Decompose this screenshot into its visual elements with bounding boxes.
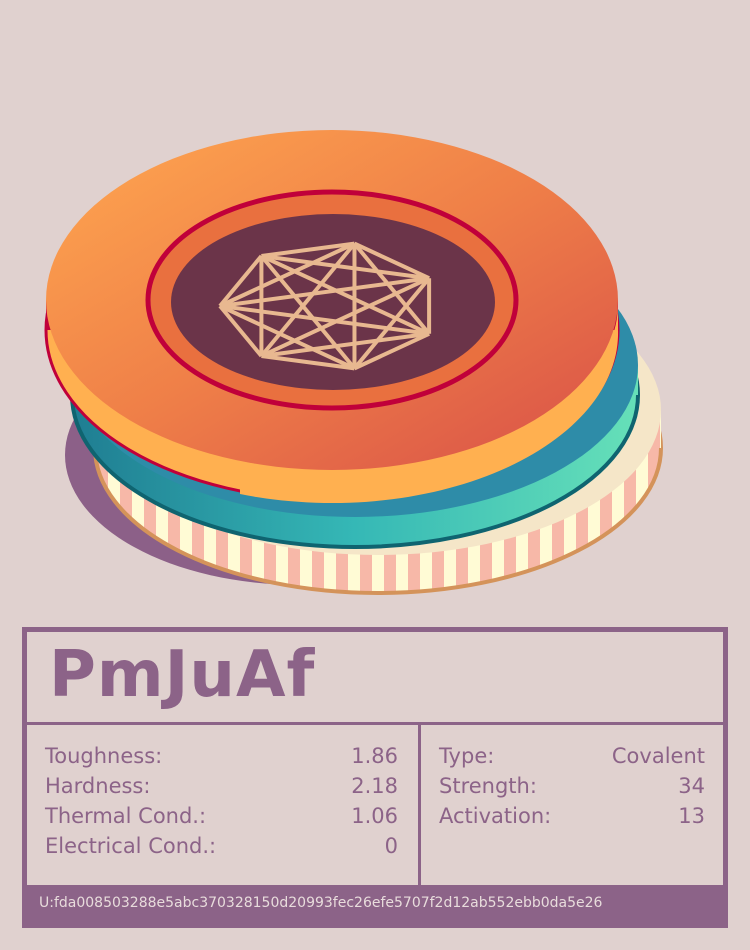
properties-left: Toughness: 1.86 Hardness: 2.18 Thermal Con… xyxy=(27,725,421,889)
emblem-edge xyxy=(260,276,430,358)
emblem-edge xyxy=(261,241,355,258)
emblem-edge xyxy=(353,241,430,281)
emblem-edge xyxy=(353,331,430,371)
emblem-edge xyxy=(218,304,263,358)
emblem-edge xyxy=(261,253,430,281)
emblem-edge xyxy=(219,304,430,336)
top-coin xyxy=(44,130,620,504)
emblem-edge xyxy=(218,254,263,308)
property-row: Electrical Cond.: 0 xyxy=(45,834,398,864)
property-label: Hardness: xyxy=(45,774,151,798)
coin-stack-illustration xyxy=(44,130,663,595)
property-row: Strength: 34 xyxy=(439,774,705,804)
property-value: 34 xyxy=(678,774,705,798)
property-label: Type: xyxy=(439,744,495,768)
property-row: Activation: 13 xyxy=(439,804,705,834)
property-label: Thermal Cond.: xyxy=(45,804,207,828)
property-label: Activation: xyxy=(439,804,552,828)
emblem-edge xyxy=(261,331,430,359)
emblem-edge xyxy=(261,354,355,371)
property-row: Toughness: 1.86 xyxy=(45,744,398,774)
property-label: Electrical Cond.: xyxy=(45,834,217,858)
emblem-edge xyxy=(219,304,356,371)
emblem-edge xyxy=(260,254,430,336)
uid-text: U:fda008503288e5abc370328150d20993fec26e… xyxy=(39,895,603,911)
uid-footer: U:fda008503288e5abc370328150d20993fec26e… xyxy=(27,885,723,923)
property-row: Thermal Cond.: 1.06 xyxy=(45,804,398,834)
emblem-edge xyxy=(259,254,357,370)
emblem-edge xyxy=(219,241,356,308)
emblem-edge xyxy=(352,276,431,370)
card-title-area: PmJuAf xyxy=(27,632,723,725)
property-value: 1.86 xyxy=(351,744,398,768)
property-value: 13 xyxy=(678,804,705,828)
material-card: PmJuAf Toughness: 1.86 Hardness: 2.18 Ther… xyxy=(22,627,728,928)
material-name: PmJuAf xyxy=(49,638,316,712)
property-label: Strength: xyxy=(439,774,537,798)
property-row: Type: Covalent xyxy=(439,744,705,774)
emblem-edge xyxy=(259,242,357,358)
property-value: 2.18 xyxy=(351,774,398,798)
emblem-edge xyxy=(219,276,430,308)
heptagon-complete-graph-icon xyxy=(218,241,432,371)
properties-right: Type: Covalent Strength: 34 Activation: 13 xyxy=(421,725,723,889)
property-value: 1.06 xyxy=(351,804,398,828)
property-value: 0 xyxy=(384,834,398,858)
property-value: Covalent xyxy=(611,744,705,768)
property-row: Hardness: 2.18 xyxy=(45,774,398,804)
property-label: Toughness: xyxy=(45,744,163,768)
emblem-edge xyxy=(352,242,431,336)
